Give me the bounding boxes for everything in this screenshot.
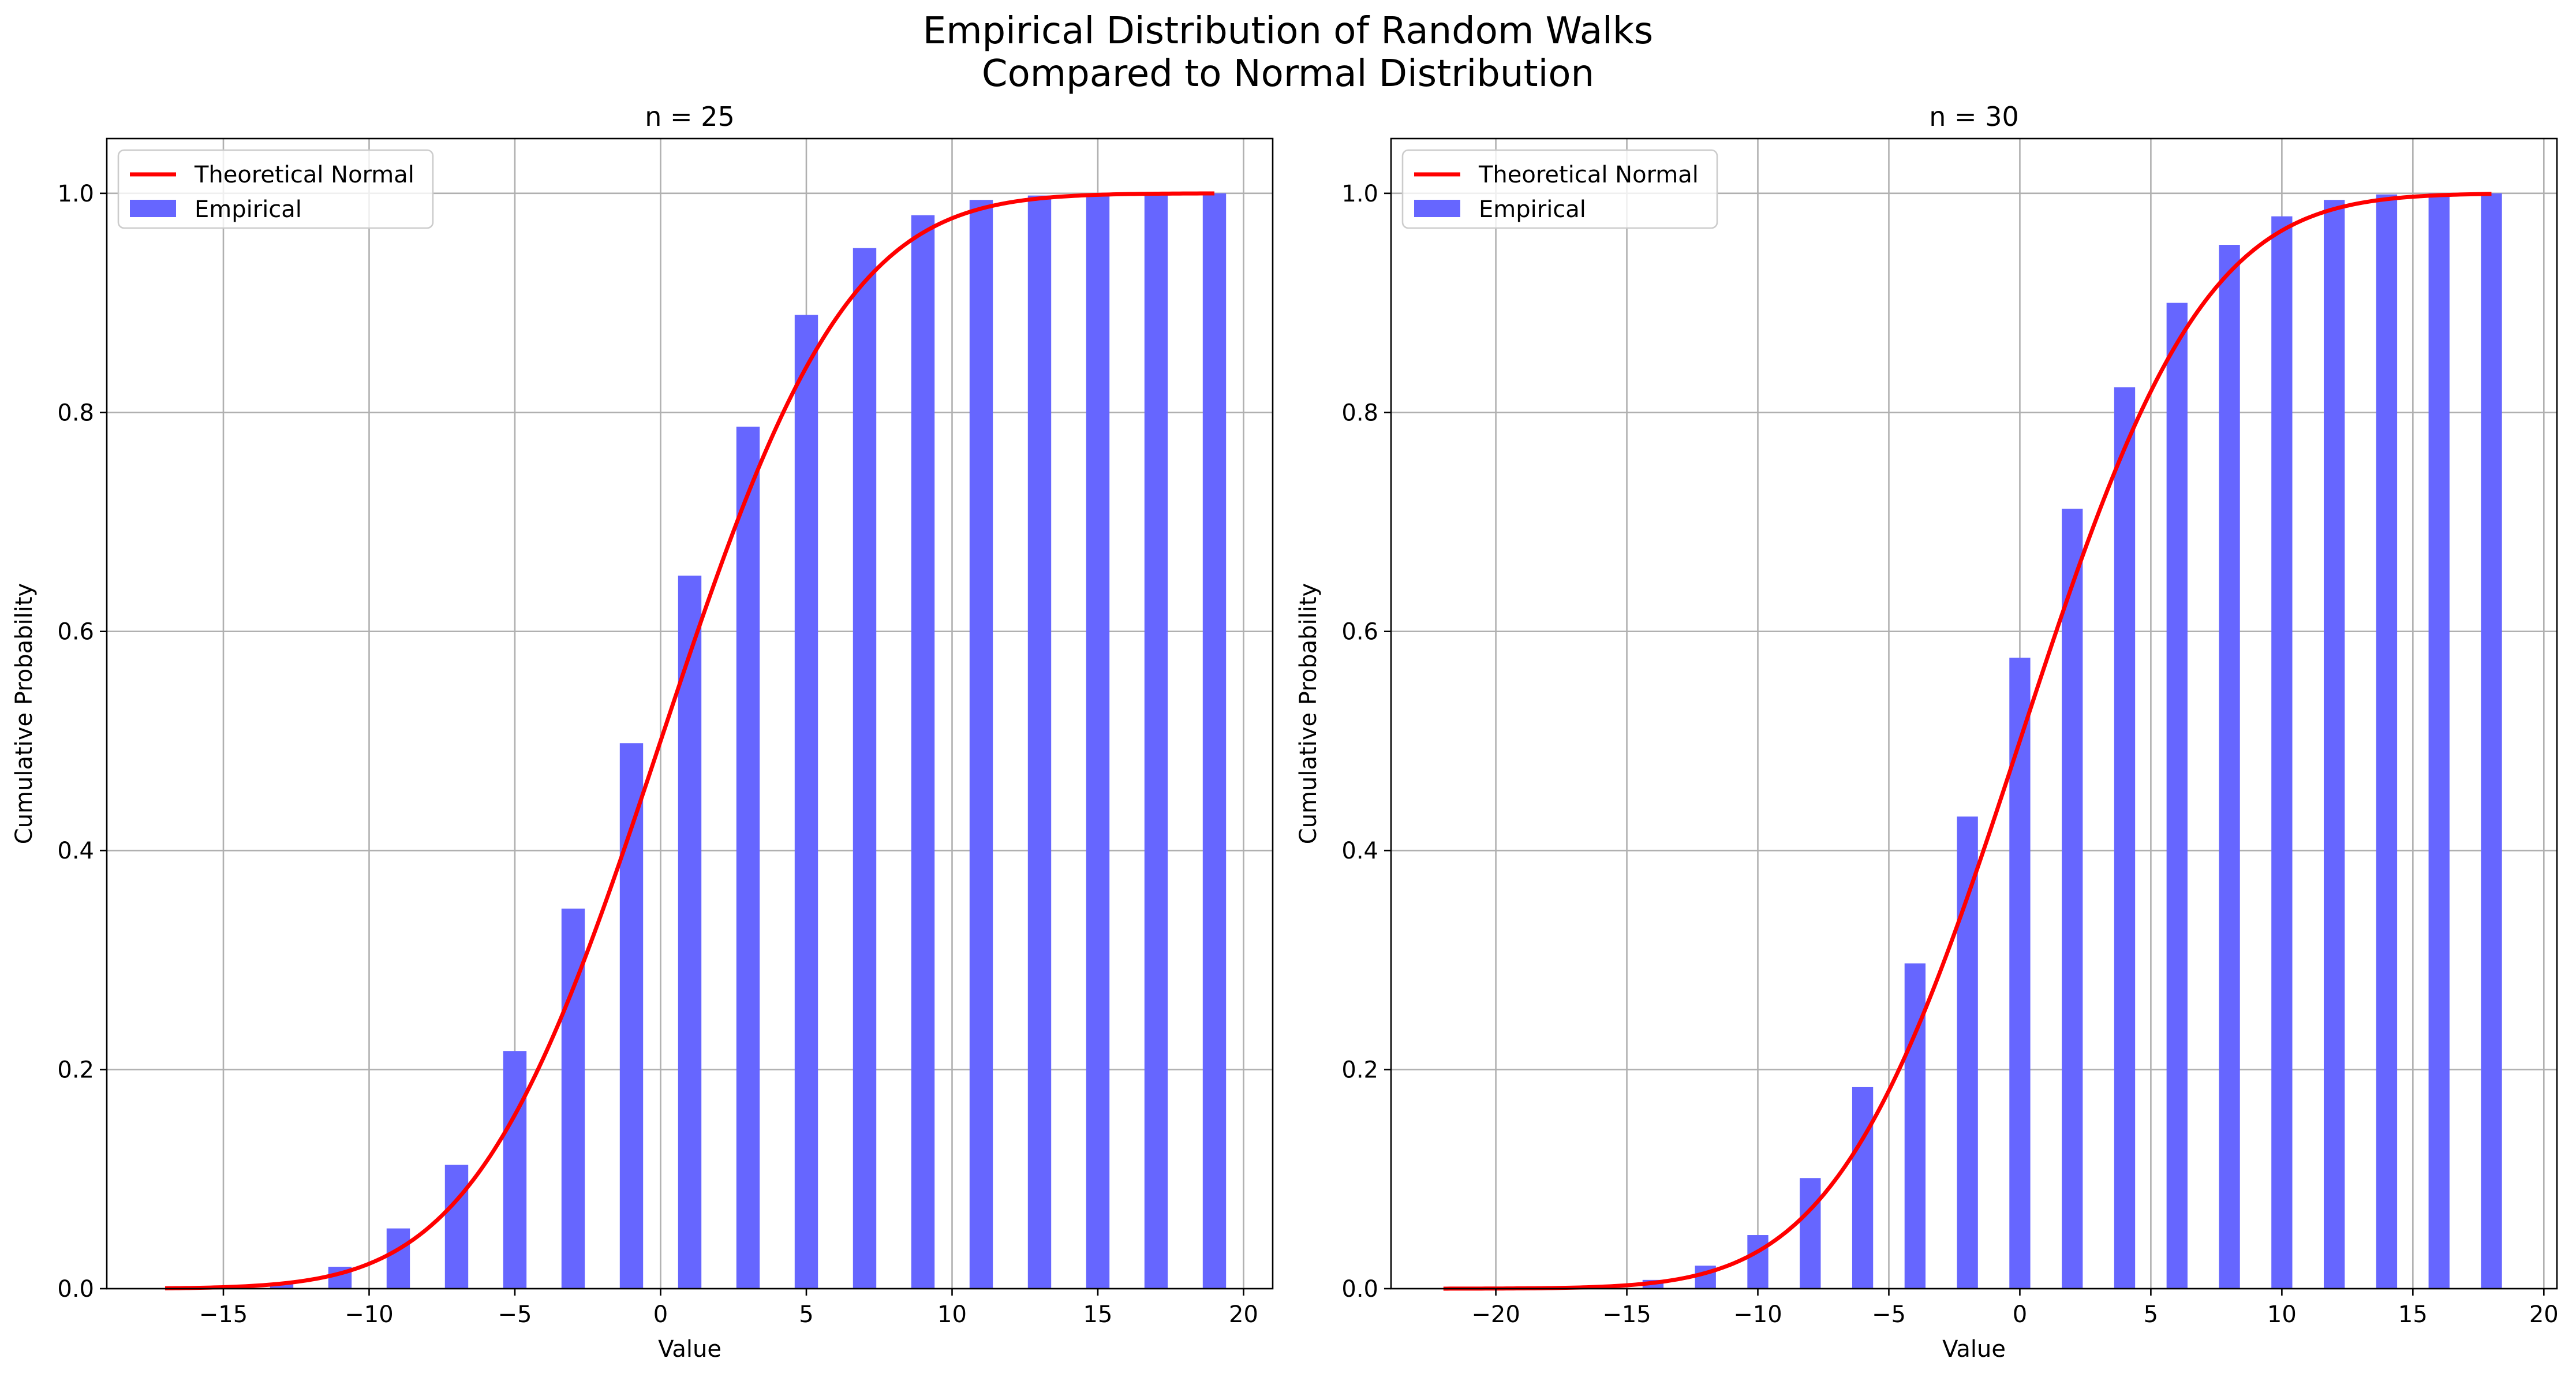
bar bbox=[2481, 193, 2502, 1289]
x-tick-label: 5 bbox=[2144, 1301, 2158, 1328]
legend-box bbox=[1401, 149, 1718, 229]
legend-label-empirical: Empirical bbox=[195, 196, 302, 223]
x-tick-label: 5 bbox=[799, 1301, 813, 1328]
x-tick-label: 20 bbox=[2529, 1301, 2559, 1328]
y-tick-label: 1.0 bbox=[1341, 181, 1378, 207]
bar bbox=[503, 1051, 527, 1289]
x-tick-label: 0 bbox=[653, 1301, 668, 1328]
y-tick-label: 0.2 bbox=[57, 1057, 94, 1084]
x-axis-label: Value bbox=[1942, 1336, 2006, 1363]
x-tick-label: −5 bbox=[498, 1301, 532, 1328]
y-tick-label: 0.2 bbox=[1341, 1057, 1378, 1084]
y-tick-label: 0.4 bbox=[1341, 838, 1378, 864]
legend-label-empirical: Empirical bbox=[1479, 196, 1586, 223]
legend-box bbox=[117, 149, 434, 229]
axes-frame bbox=[106, 137, 1274, 1290]
chart-panel-1: −15 −10 −5 0 5 10 15 20 0.0 0.2 0.4 0.6 0.8 1.0 n = 25… bbox=[11, 101, 1274, 1363]
x-tick-label: 10 bbox=[937, 1301, 967, 1328]
x-tick-label: −20 bbox=[1471, 1301, 1520, 1328]
bar bbox=[1852, 1087, 1874, 1289]
bar bbox=[386, 1228, 410, 1289]
bar bbox=[1144, 193, 1168, 1289]
bar bbox=[1747, 1235, 1769, 1289]
x-tick-label: −15 bbox=[1602, 1301, 1651, 1328]
y-tick-label: 0.4 bbox=[57, 838, 94, 864]
legend-bar-swatch bbox=[130, 200, 176, 217]
bar bbox=[2166, 303, 2188, 1289]
bar bbox=[2428, 193, 2450, 1289]
legend-label-theoretical: Theoretical Normal bbox=[194, 162, 414, 188]
x-axis-label: Value bbox=[658, 1336, 721, 1363]
bar bbox=[619, 743, 644, 1289]
x-tick-label: 15 bbox=[1083, 1301, 1113, 1328]
legend-label-theoretical: Theoretical Normal bbox=[1478, 162, 1699, 188]
bar bbox=[2376, 194, 2398, 1289]
bar bbox=[794, 315, 818, 1289]
bar bbox=[911, 215, 935, 1289]
y-tick-label: 0.6 bbox=[1341, 619, 1378, 645]
y-tick-label: 0.8 bbox=[57, 400, 94, 426]
x-tick-label: −10 bbox=[345, 1301, 393, 1328]
subplot-title: n = 25 bbox=[645, 101, 734, 132]
bar bbox=[1202, 193, 1227, 1289]
bar bbox=[736, 426, 760, 1289]
x-tick-label: 0 bbox=[2013, 1301, 2027, 1328]
x-tick-label: 15 bbox=[2398, 1301, 2428, 1328]
x-tick-label: −5 bbox=[1872, 1301, 1906, 1328]
bar bbox=[678, 575, 702, 1289]
bar bbox=[444, 1165, 469, 1289]
y-axis-label: Cumulative Probability bbox=[11, 583, 38, 844]
bar bbox=[2009, 658, 2031, 1289]
bar bbox=[1800, 1178, 1821, 1289]
bar bbox=[2324, 200, 2345, 1289]
legend: Theoretical Normal Empirical bbox=[1401, 149, 1718, 229]
y-tick-label: 0.0 bbox=[1341, 1276, 1378, 1303]
bar bbox=[2114, 387, 2136, 1289]
axes-frame bbox=[1390, 137, 2558, 1290]
chart-panel-2: −20 −15 −10 −5 0 5 10 15 20 0.0 0.2 0.4 0.6 0.8 1.0 n =… bbox=[1295, 101, 2559, 1363]
y-tick-label: 0.8 bbox=[1341, 400, 1378, 426]
figure-title-line-2: Compared to Normal Distribution bbox=[981, 53, 1595, 95]
theoretical-normal-line bbox=[1443, 192, 2492, 1291]
bar bbox=[2062, 509, 2083, 1289]
bar bbox=[969, 200, 993, 1289]
legend: Theoretical Normal Empirical bbox=[117, 149, 434, 229]
y-tick-label: 0.0 bbox=[57, 1276, 94, 1303]
y-tick-label: 1.0 bbox=[57, 181, 94, 207]
bar bbox=[1086, 193, 1110, 1289]
subplot-title: n = 30 bbox=[1929, 101, 2018, 132]
y-tick-label: 0.6 bbox=[57, 619, 94, 645]
bar bbox=[2219, 245, 2240, 1289]
x-tick-label: −10 bbox=[1733, 1301, 1782, 1328]
theoretical-normal-line bbox=[164, 191, 1215, 1290]
y-axis-label: Cumulative Probability bbox=[1295, 583, 1322, 844]
x-tick-label: −15 bbox=[199, 1301, 248, 1328]
legend-bar-swatch bbox=[1414, 200, 1460, 217]
bar bbox=[853, 248, 877, 1289]
x-tick-label: 10 bbox=[2267, 1301, 2297, 1328]
bar bbox=[270, 1283, 294, 1289]
bar bbox=[1957, 816, 1978, 1289]
x-tick-label: 20 bbox=[1229, 1301, 1258, 1328]
figure-title-line-1: Empirical Distribution of Random Walks bbox=[922, 10, 1654, 53]
bar bbox=[2271, 216, 2293, 1289]
bar bbox=[1027, 195, 1052, 1289]
